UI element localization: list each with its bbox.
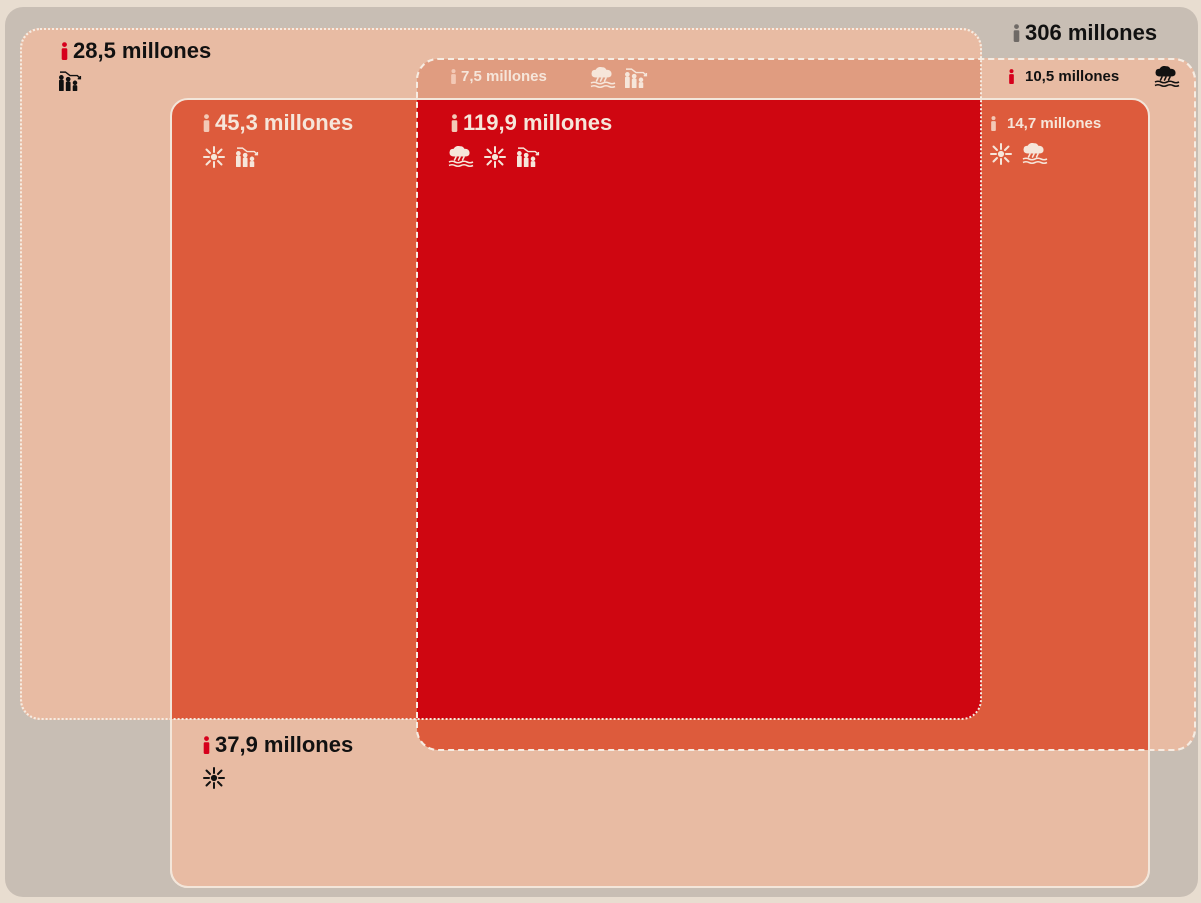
- heat-poverty-icons: [203, 146, 259, 168]
- person-icon: [202, 114, 211, 132]
- heat-burst-icon: [203, 767, 225, 789]
- all-three-label: 119,9 millones: [450, 112, 612, 134]
- flood-rain-icon: [1154, 66, 1180, 88]
- flood-rain-icon: [590, 67, 616, 89]
- poverty-only-icons: [58, 71, 82, 91]
- heat-only-label: 37,9 millones: [202, 734, 353, 756]
- all-three-icons: [448, 146, 540, 168]
- flood-only-value: 10,5 millones: [1025, 68, 1120, 85]
- people-decline-icon: [516, 147, 540, 167]
- person-icon: [202, 736, 211, 754]
- heat-flood-label: 14,7 millones: [990, 116, 1101, 131]
- flood-rain-icon: [1022, 143, 1048, 165]
- heat-poverty-overlap: [171, 99, 417, 719]
- total-label: 306 millones: [1012, 22, 1157, 44]
- heat-only-value: 37,9 millones: [215, 732, 354, 757]
- heat-poverty-label: 45,3 millones: [202, 112, 353, 134]
- person-icon: [1008, 69, 1015, 84]
- heat-burst-icon: [990, 143, 1012, 165]
- heat-burst-icon: [484, 146, 506, 168]
- person-icon: [990, 116, 997, 131]
- person-icon: [60, 42, 69, 60]
- flood-only-label: 10,5 millones: [1008, 69, 1119, 84]
- all-three-overlap: [417, 99, 981, 719]
- flood-poverty-overlap: [417, 59, 981, 99]
- flood-poverty-value: 7,5 millones: [461, 68, 547, 85]
- person-icon: [450, 69, 457, 84]
- people-decline-icon: [235, 147, 259, 167]
- poverty-outline: [20, 28, 982, 720]
- total-value: 306 millones: [1025, 20, 1158, 45]
- heat-flood-value: 14,7 millones: [1007, 115, 1102, 132]
- poverty-only-value: 28,5 millones: [73, 38, 212, 63]
- flood-poverty-icons: [590, 67, 648, 89]
- heat-flood-icons: [990, 143, 1048, 165]
- person-icon: [1012, 24, 1021, 42]
- flood-outline: [416, 58, 1196, 751]
- person-icon: [450, 114, 459, 132]
- people-decline-icon: [624, 68, 648, 88]
- heat-only-icons: [203, 767, 225, 789]
- heat-outline: [170, 98, 1150, 888]
- flood-rain-icon: [448, 146, 474, 168]
- heat-poverty-value: 45,3 millones: [215, 110, 354, 135]
- people-decline-icon: [58, 71, 82, 91]
- flood-poverty-label: 7,5 millones: [450, 69, 547, 84]
- poverty-only-label: 28,5 millones: [60, 40, 211, 62]
- flood-only-icons: [1154, 66, 1180, 88]
- all-three-value: 119,9 millones: [463, 110, 613, 135]
- heat-burst-icon: [203, 146, 225, 168]
